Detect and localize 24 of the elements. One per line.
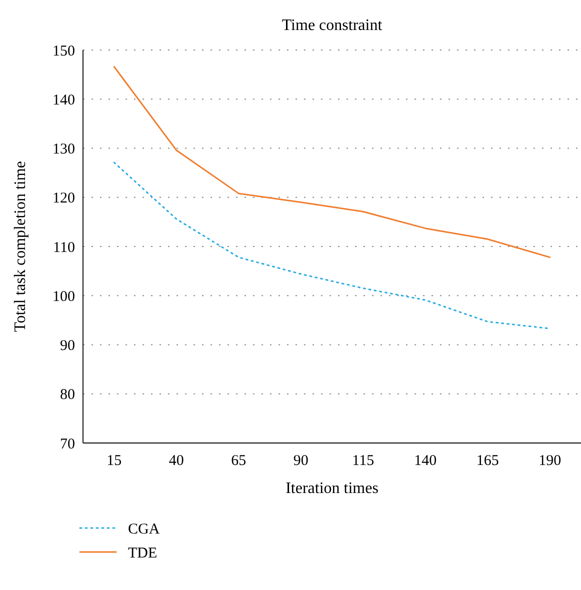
- y-tick-label: 70: [60, 436, 75, 452]
- x-tick-label: 40: [168, 453, 184, 469]
- line-series: [113, 66, 551, 258]
- legend-label: TDE: [128, 545, 158, 562]
- x-tick-label: 115: [352, 453, 374, 469]
- y-tick-label: 100: [52, 288, 75, 305]
- x-tick-label: 15: [106, 453, 122, 469]
- y-tick-label: 140: [52, 92, 75, 108]
- x-tick-label: 165: [476, 453, 499, 469]
- x-tick-label: 65: [231, 453, 246, 469]
- x-axis-title: Iteration times: [286, 480, 378, 497]
- x-tick-label: 90: [293, 453, 308, 469]
- y-tick-label: 130: [52, 142, 75, 158]
- legend-label: CGA: [128, 521, 160, 538]
- y-tick-label: 110: [53, 240, 75, 256]
- y-tick-label: 120: [52, 190, 75, 207]
- chart-title: Time constraint: [282, 17, 383, 34]
- y-tick-label: 90: [60, 338, 75, 354]
- y-axis-title: Total task completion time: [12, 161, 29, 332]
- x-tick-label: 190: [538, 453, 562, 469]
- y-tick-label: 150: [52, 43, 75, 60]
- y-tick-label: 80: [60, 387, 75, 404]
- line-series: [113, 162, 551, 330]
- x-tick-label: 140: [414, 453, 437, 469]
